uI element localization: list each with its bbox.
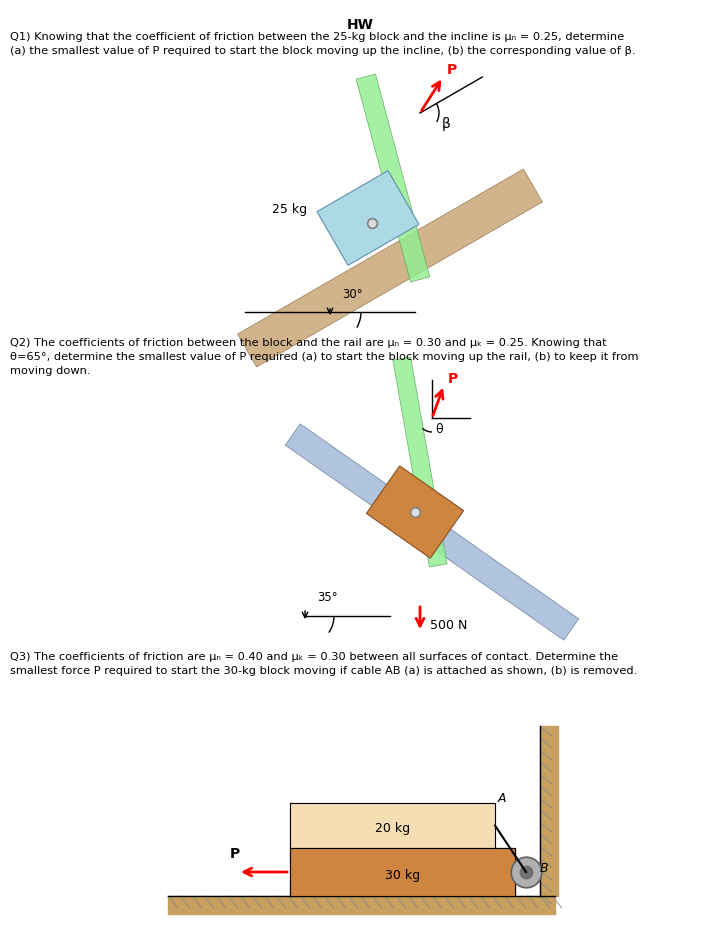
Text: moving down.: moving down. <box>10 366 91 376</box>
Text: smallest force P required to start the 30-kg block moving if cable AB (a) is att: smallest force P required to start the 3… <box>10 666 637 676</box>
Text: A: A <box>498 792 506 805</box>
Text: 30 kg: 30 kg <box>385 869 420 882</box>
Text: 30°: 30° <box>342 288 363 301</box>
Polygon shape <box>285 424 579 640</box>
Polygon shape <box>317 170 419 266</box>
Text: B: B <box>540 862 549 875</box>
Text: Q1) Knowing that the coefficient of friction between the 25-kg block and the inc: Q1) Knowing that the coefficient of fric… <box>10 32 624 42</box>
Text: HW: HW <box>346 18 374 32</box>
Text: 500 N: 500 N <box>430 619 467 632</box>
Text: θ=65°, determine the smallest value of P required (a) to start the block moving : θ=65°, determine the smallest value of P… <box>10 352 639 362</box>
Text: Q2) The coefficients of friction between the block and the rail are μₙ = 0.30 an: Q2) The coefficients of friction between… <box>10 338 607 348</box>
Text: P: P <box>448 372 458 386</box>
Text: P: P <box>447 63 457 77</box>
Text: θ: θ <box>435 423 443 436</box>
Polygon shape <box>356 74 430 282</box>
Polygon shape <box>393 357 447 567</box>
Text: β: β <box>442 117 451 131</box>
Text: 25 kg: 25 kg <box>272 203 307 216</box>
Text: P: P <box>230 847 240 861</box>
Polygon shape <box>366 466 464 558</box>
Polygon shape <box>238 169 542 367</box>
Text: 35°: 35° <box>317 591 338 604</box>
Text: (a) the smallest value of P required to start the block moving up the incline, (: (a) the smallest value of P required to … <box>10 46 636 56</box>
Text: Q3) The coefficients of friction are μₙ = 0.40 and μₖ = 0.30 between all surface: Q3) The coefficients of friction are μₙ … <box>10 652 618 662</box>
Text: 20 kg: 20 kg <box>375 822 410 835</box>
